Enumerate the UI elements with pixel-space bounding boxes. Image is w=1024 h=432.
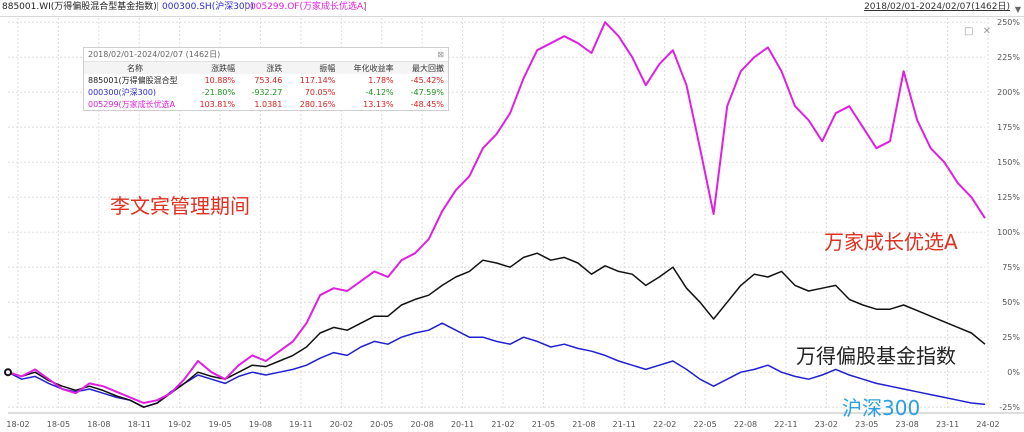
y-tick-label: 100% bbox=[997, 228, 1020, 237]
column-header: 涨跌 bbox=[239, 62, 287, 74]
table-cell: 103.81% bbox=[199, 99, 236, 109]
series-line-fund bbox=[7, 21, 986, 404]
legend-bar: 885001.WI(万得偏股混合型基金指数) | 000300.SH(沪深300… bbox=[0, 0, 1024, 17]
column-header: 振幅 bbox=[286, 62, 340, 74]
x-tick-label: 23-02 bbox=[815, 420, 838, 429]
y-tick-label: 75% bbox=[1002, 263, 1020, 272]
annotation-index: 万得偏股基金指数 bbox=[796, 344, 956, 368]
legend-separator: | bbox=[364, 2, 368, 12]
chart-series bbox=[4, 21, 986, 408]
x-tick-label: 22-08 bbox=[734, 420, 757, 429]
column-header: 涨跌幅 bbox=[186, 62, 240, 74]
table-cell: -21.80% bbox=[201, 87, 236, 97]
stats-table-panel: 2018/02/01-2024/02/07 (1462日) ⊠ 名称 涨跌幅 涨… bbox=[83, 47, 449, 111]
table-cell: 117.14% bbox=[299, 75, 336, 85]
x-tick-label: 24-02 bbox=[976, 420, 999, 429]
row-name: 005299(万家成长优选A bbox=[88, 99, 176, 109]
x-tick-label: 21-11 bbox=[613, 420, 636, 429]
y-tick-label: 25% bbox=[1002, 333, 1020, 342]
x-tick-label: 18-11 bbox=[128, 420, 151, 429]
annotation-hs300: 沪深300 bbox=[842, 396, 921, 420]
legend-separator: | bbox=[244, 2, 248, 12]
y-tick-label: 150% bbox=[997, 158, 1020, 167]
y-axis-ticks: 250% 225% 200% 175% 150% 125% 100% 75% 50% 25% 0% -… bbox=[997, 18, 1020, 412]
legend-item-index[interactable]: 885001.WI(万得偏股混合型基金指数) bbox=[2, 2, 157, 12]
row-name: 000300(沪深300) bbox=[88, 87, 157, 97]
y-tick-label: 250% bbox=[997, 18, 1020, 27]
x-tick-label: 22-02 bbox=[653, 420, 676, 429]
y-tick-label: -25% bbox=[999, 403, 1020, 412]
row-name: 885001(万得偏股混合型 bbox=[88, 75, 178, 85]
x-tick-label: 19-11 bbox=[289, 420, 312, 429]
x-tick-label: 20-02 bbox=[330, 420, 353, 429]
x-tick-label: 23-11 bbox=[936, 420, 959, 429]
y-tick-label: 175% bbox=[997, 123, 1020, 132]
y-tick-label: 225% bbox=[997, 53, 1020, 62]
x-tick-label: 19-02 bbox=[168, 420, 191, 429]
table-cell: 70.05% bbox=[304, 87, 336, 97]
start-marker bbox=[4, 368, 12, 377]
x-tick-label: 23-08 bbox=[896, 420, 919, 429]
x-tick-label: 20-11 bbox=[451, 420, 474, 429]
x-tick-label: 18-08 bbox=[87, 420, 110, 429]
table-cell: 1.78% bbox=[368, 75, 394, 85]
legend-item-hs300[interactable]: 000300.SH(沪深300) bbox=[162, 2, 254, 12]
x-tick-label: 20-08 bbox=[411, 420, 434, 429]
x-axis-ticks: 18-02 18-05 18-08 18-11 19-02 19-05 19-08 19-11… bbox=[6, 420, 999, 429]
series-line-index bbox=[7, 252, 986, 408]
table-cell: -932.27 bbox=[251, 87, 283, 97]
stats-table-title-text: 2018/02/01-2024/02/07 (1462日) bbox=[88, 50, 221, 59]
x-tick-label: 21-05 bbox=[532, 420, 555, 429]
table-cell: 1.0381 bbox=[254, 99, 283, 109]
table-row[interactable]: 005299(万家成长优选A 103.81% 1.0381 280.16% 13.13%… bbox=[84, 98, 448, 110]
x-tick-label: 20-05 bbox=[370, 420, 393, 429]
date-range-selector[interactable]: 2018/02/01-2024/02/07(1462日) bbox=[864, 2, 1010, 12]
table-cell: -45.42% bbox=[410, 75, 444, 85]
stats-table: 名称 涨跌幅 涨跌 振幅 年化收益率 最大回撤 885001(万得偏股混合型 10… bbox=[84, 62, 448, 110]
annotation-fund: 万家成长优选A bbox=[824, 230, 958, 254]
y-tick-label: 50% bbox=[1002, 298, 1020, 307]
dropdown-icon[interactable]: ▼ bbox=[1014, 5, 1021, 14]
x-tick-label: 21-02 bbox=[491, 420, 514, 429]
legend-item-fund[interactable]: 005299.OF(万家成长优选A) bbox=[250, 2, 367, 12]
table-row[interactable]: 885001(万得偏股混合型 10.88% 753.46 117.14% 1.78% -4… bbox=[84, 74, 448, 86]
x-tick-label: 22-05 bbox=[693, 420, 716, 429]
column-header: 名称 bbox=[84, 62, 187, 74]
table-cell: -47.59% bbox=[410, 87, 444, 97]
stats-table-title: 2018/02/01-2024/02/07 (1462日) ⊠ bbox=[84, 48, 448, 62]
x-tick-label: 19-08 bbox=[249, 420, 272, 429]
close-icon[interactable]: ⊠ bbox=[437, 50, 444, 59]
x-tick-label: 18-05 bbox=[47, 420, 70, 429]
x-tick-label: 21-08 bbox=[572, 420, 595, 429]
table-cell: 280.16% bbox=[299, 99, 336, 109]
x-tick-label: 18-02 bbox=[6, 420, 29, 429]
table-row[interactable]: 000300(沪深300) -21.80% -932.27 70.05% -4.12% -… bbox=[84, 86, 448, 98]
y-tick-label: 0% bbox=[1007, 368, 1020, 377]
table-cell: 10.88% bbox=[204, 75, 236, 85]
table-cell: 13.13% bbox=[363, 99, 394, 109]
legend-separator: | bbox=[156, 2, 160, 12]
window-controls[interactable]: □ ✕ bbox=[963, 26, 994, 37]
y-tick-label: 125% bbox=[997, 193, 1020, 202]
y-tick-label: 200% bbox=[997, 88, 1020, 97]
annotation-period: 李文宾管理期间 bbox=[110, 194, 250, 218]
column-header: 年化收益率 bbox=[339, 62, 398, 74]
x-tick-label: 22-11 bbox=[774, 420, 797, 429]
table-cell: 753.46 bbox=[254, 75, 283, 85]
x-tick-label: 19-05 bbox=[208, 420, 231, 429]
table-cell: -4.12% bbox=[365, 87, 394, 97]
table-cell: -48.45% bbox=[410, 99, 444, 109]
column-header: 最大回撤 bbox=[397, 62, 448, 74]
x-tick-label: 23-05 bbox=[855, 420, 878, 429]
